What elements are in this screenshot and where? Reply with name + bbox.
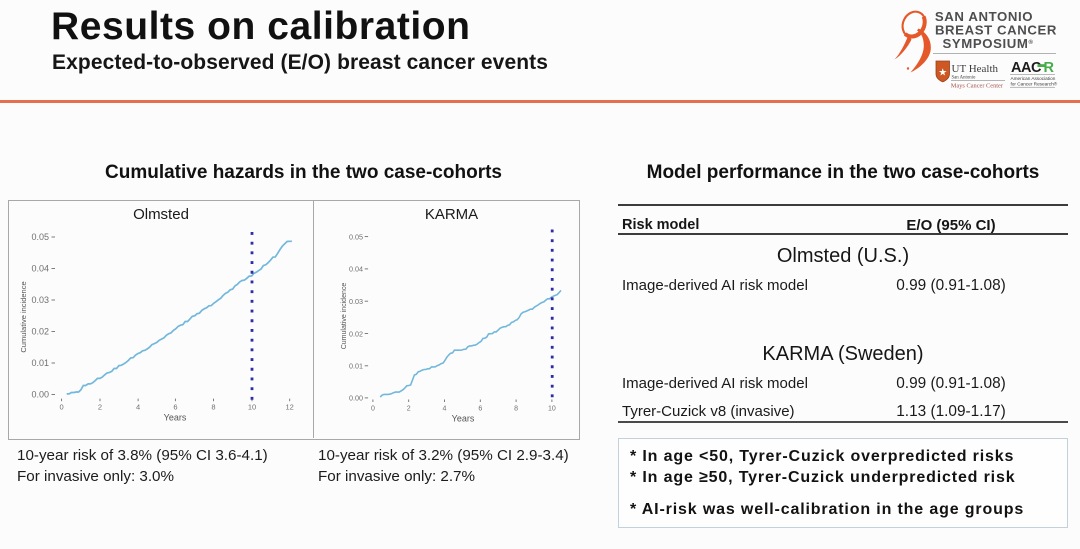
svg-text:Years: Years (452, 414, 475, 424)
svg-text:★: ★ (938, 68, 947, 79)
svg-text:10: 10 (248, 403, 256, 412)
svg-text:AAC: AAC (1011, 60, 1042, 76)
svg-text:BREAST CANCER: BREAST CANCER (935, 23, 1057, 38)
svg-text:0.03: 0.03 (31, 295, 49, 305)
svg-text:Years: Years (164, 413, 187, 423)
svg-text:0.04: 0.04 (349, 265, 363, 274)
svg-text:0.02: 0.02 (349, 329, 363, 338)
svg-text:SYMPOSIUM®: SYMPOSIUM® (942, 36, 1033, 51)
svg-text:8: 8 (514, 406, 518, 413)
svg-text:0.04: 0.04 (31, 264, 49, 274)
svg-text:Cumulative incidence: Cumulative incidence (341, 283, 348, 350)
svg-text:0.00: 0.00 (31, 390, 49, 400)
svg-text:2: 2 (98, 403, 102, 412)
svg-text:0.00: 0.00 (349, 394, 363, 403)
svg-text:6: 6 (478, 406, 482, 413)
svg-text:Cumulative incidence: Cumulative incidence (19, 281, 28, 352)
svg-text:SAN ANTONIO: SAN ANTONIO (935, 9, 1033, 24)
svg-text:8: 8 (211, 403, 215, 412)
svg-text:2: 2 (407, 406, 411, 413)
svg-text:R: R (1044, 60, 1055, 76)
svg-text:San Antonio: San Antonio (952, 76, 976, 81)
svg-text:0.02: 0.02 (31, 327, 49, 337)
svg-text:0.01: 0.01 (31, 358, 49, 368)
svg-text:0.05: 0.05 (31, 232, 49, 242)
svg-text:Mays Cancer Center: Mays Cancer Center (951, 83, 1004, 90)
svg-text:4: 4 (443, 406, 447, 413)
svg-text:for Cancer Research®: for Cancer Research® (1011, 80, 1058, 86)
svg-text:0: 0 (60, 403, 64, 412)
svg-text:0: 0 (371, 406, 375, 413)
svg-text:10: 10 (548, 406, 556, 413)
svg-text:American Association: American Association (1011, 76, 1056, 81)
svg-text:0.03: 0.03 (349, 297, 363, 306)
svg-text:6: 6 (173, 403, 177, 412)
svg-text:KARMA: KARMA (425, 206, 478, 223)
svg-text:4: 4 (136, 403, 140, 412)
svg-text:UT Health: UT Health (952, 63, 999, 75)
svg-text:0.01: 0.01 (349, 362, 363, 371)
svg-text:Olmsted: Olmsted (133, 206, 189, 223)
svg-text:0.05: 0.05 (349, 232, 363, 241)
svg-text:12: 12 (286, 403, 294, 412)
